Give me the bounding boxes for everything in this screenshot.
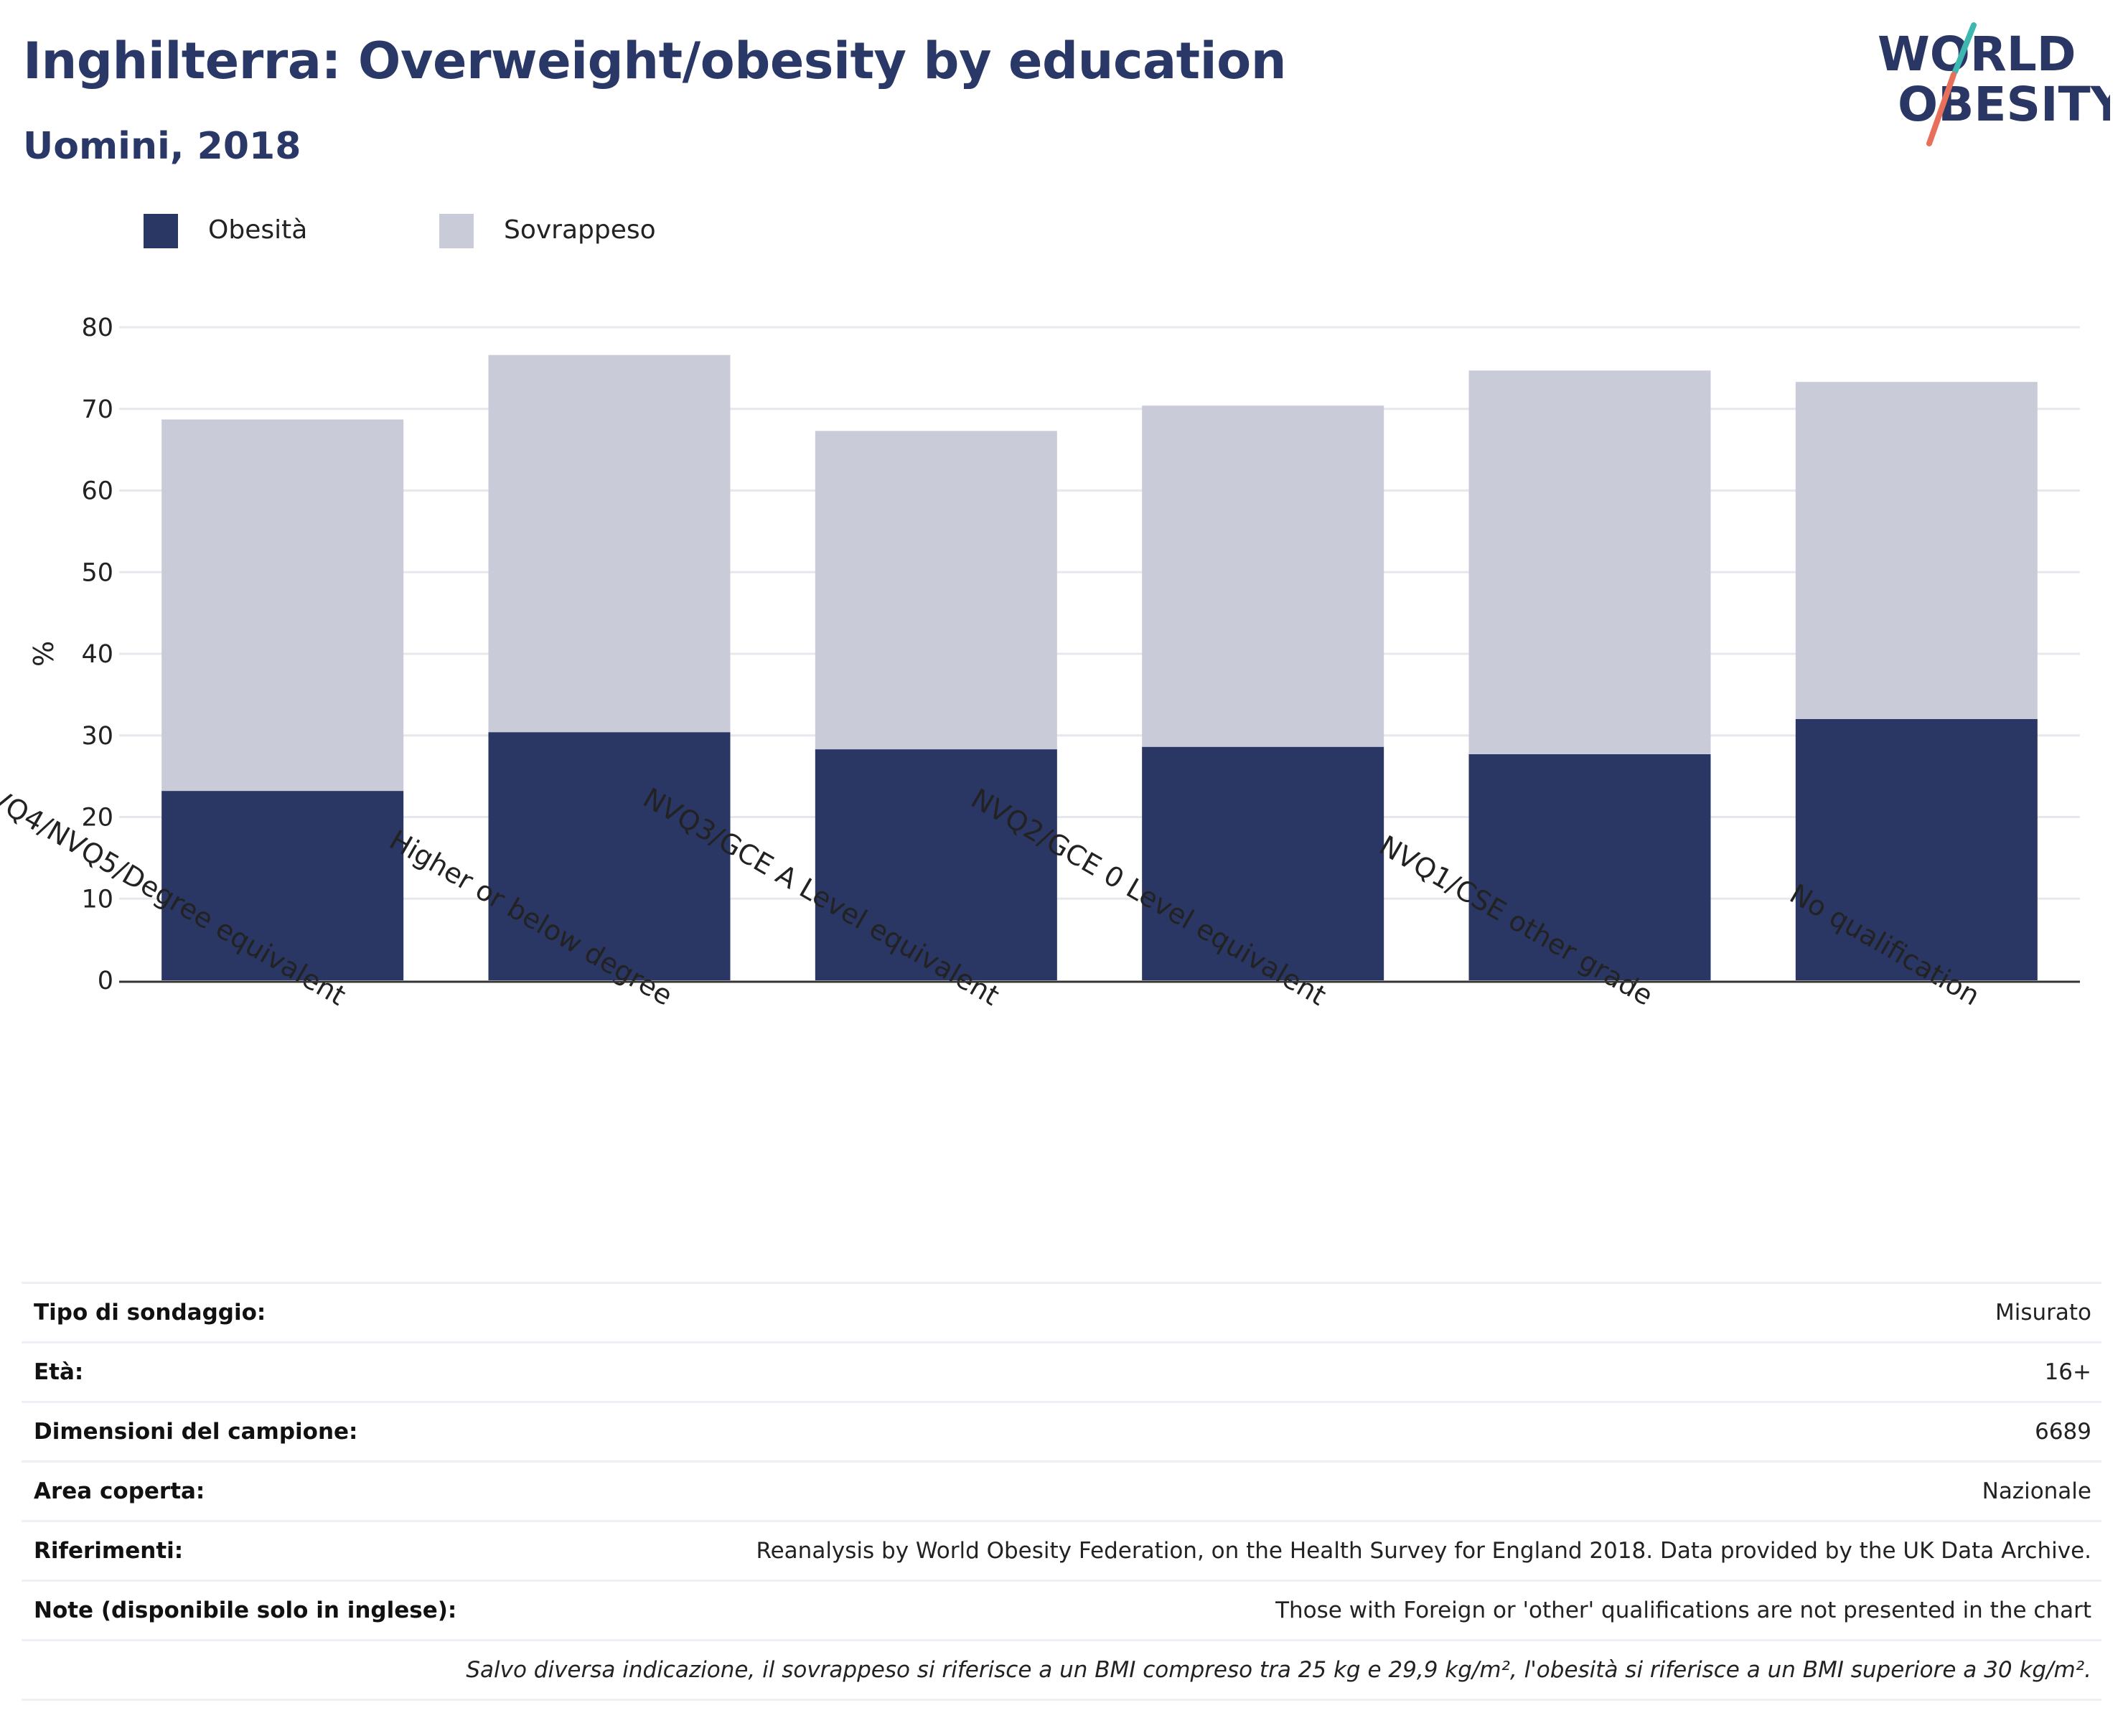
y-tick-label: 10 — [81, 885, 113, 914]
y-tick-label: 20 — [81, 804, 113, 832]
world-obesity-logo: WORLD OBESITY — [1878, 22, 2110, 146]
info-row-footnote: Salvo diversa indicazione, il sovrappeso… — [22, 1641, 2101, 1701]
y-axis-label: % — [28, 641, 60, 667]
bar-obesity — [1142, 746, 1384, 980]
bar-overweight — [1468, 370, 1711, 754]
info-key: Note (disponibile solo in inglese): — [34, 1597, 457, 1623]
y-tick-label: 30 — [81, 722, 113, 751]
y-tick-label: 80 — [81, 314, 113, 342]
bar-overweight — [1795, 382, 2038, 719]
y-tick-label: 40 — [81, 640, 113, 669]
y-tick-label: 0 — [98, 967, 113, 995]
y-tick-label: 50 — [81, 558, 113, 587]
logo-slash-coral — [1926, 72, 1956, 146]
info-value: Misurato — [1995, 1300, 2091, 1326]
page-subtitle: Uomini, 2018 — [23, 125, 301, 168]
bar-obesity — [1468, 754, 1711, 980]
bar-overweight — [815, 431, 1057, 750]
bar-obesity — [815, 749, 1057, 980]
page-title: Inghilterra: Overweight/obesity by educa… — [23, 32, 1287, 90]
info-row-references: Riferimenti: Reanalysis by World Obesity… — [22, 1522, 2101, 1582]
info-key: Dimensioni del campione: — [34, 1419, 358, 1445]
footnote: Salvo diversa indicazione, il sovrappeso… — [466, 1657, 2091, 1683]
info-value: 6689 — [2035, 1419, 2091, 1445]
legend-label-obesita: Obesità — [208, 215, 308, 245]
info-table: Tipo di sondaggio: Misurato Età: 16+ Dim… — [22, 1282, 2101, 1701]
info-row-sample-size: Dimensioni del campione: 6689 — [22, 1403, 2101, 1463]
logo-line-2: OBESITY — [1898, 77, 2110, 132]
info-value: Those with Foreign or 'other' qualificat… — [1275, 1597, 2091, 1623]
info-value: Nazionale — [1982, 1478, 2091, 1504]
info-key: Riferimenti: — [34, 1538, 184, 1564]
info-key: Area coperta: — [34, 1478, 205, 1504]
info-row-age: Età: 16+ — [22, 1343, 2101, 1403]
bar-overweight — [161, 419, 404, 792]
y-tick-label: 70 — [81, 395, 113, 424]
legend-swatch-obesita — [144, 214, 178, 248]
logo-line-1: WORLD — [1878, 27, 2076, 82]
y-tick-label: 60 — [81, 477, 113, 506]
info-value: 16+ — [2044, 1359, 2091, 1385]
info-row-notes: Note (disponibile solo in inglese): Thos… — [22, 1582, 2101, 1641]
info-value: Reanalysis by World Obesity Federation, … — [756, 1538, 2091, 1564]
legend-label-sovrappeso: Sovrappeso — [504, 215, 656, 245]
bar-overweight — [488, 355, 731, 733]
bar-obesity — [161, 791, 404, 980]
info-key: Età: — [34, 1359, 84, 1385]
info-key: Tipo di sondaggio: — [34, 1300, 266, 1326]
bar-overweight — [1142, 405, 1384, 747]
bar-obesity — [488, 732, 731, 980]
legend-swatch-sovrappeso — [439, 214, 474, 248]
bar-obesity — [1795, 719, 2038, 980]
info-row-area: Area coperta: Nazionale — [22, 1463, 2101, 1522]
info-row-survey-type: Tipo di sondaggio: Misurato — [22, 1284, 2101, 1343]
logo-slash-teal — [1952, 22, 1977, 75]
